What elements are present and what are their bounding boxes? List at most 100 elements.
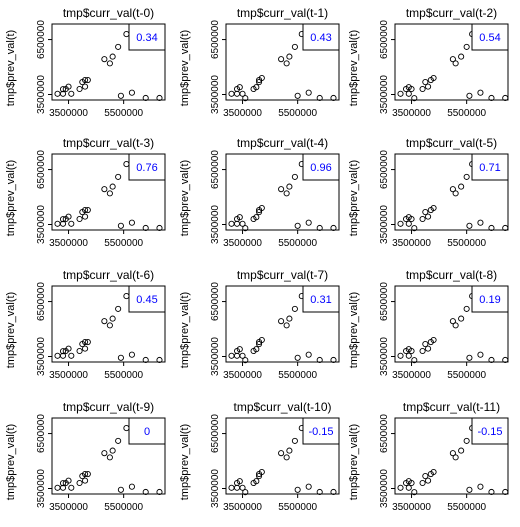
data-point <box>316 488 323 496</box>
y-axis-label: tmp$prev_val(t) <box>179 160 191 236</box>
y-tick-label: 6500000 <box>36 150 47 189</box>
data-point <box>411 489 418 496</box>
y-tick-label: 6500000 <box>379 414 390 453</box>
panel-10: tmp$curr_val(t-10) tmp$prev_val(t) 3500000… <box>179 400 340 513</box>
x-tick-label: 3500000 <box>49 502 88 513</box>
x-tick-label: 5500000 <box>104 370 143 381</box>
data-point <box>109 315 116 322</box>
panel-title: tmp$curr_val(t-11) <box>403 400 500 414</box>
data-point <box>236 214 243 221</box>
data-point <box>65 83 72 90</box>
data-point <box>54 352 61 359</box>
data-point <box>82 206 89 214</box>
data-point <box>397 90 404 97</box>
data-point <box>84 338 91 346</box>
corr-box <box>128 153 166 181</box>
data-point <box>408 479 415 487</box>
data-point <box>278 318 285 325</box>
plot-border <box>51 153 166 231</box>
y-axis-label: tmp$prev_val(t) <box>179 292 191 368</box>
data-point <box>82 213 89 220</box>
data-point <box>397 484 404 491</box>
data-point <box>59 216 67 223</box>
data-point <box>422 79 429 86</box>
data-point <box>123 293 130 300</box>
data-point <box>253 346 260 353</box>
data-point <box>330 224 337 232</box>
x-tick-label: 3500000 <box>392 502 431 513</box>
corr-box <box>302 23 340 51</box>
data-point <box>253 478 260 485</box>
panel-9: tmp$curr_val(t-9) tmp$prev_val(t) 3500000 6… <box>5 400 166 513</box>
data-point <box>84 470 91 478</box>
data-point <box>466 486 473 493</box>
data-point <box>397 220 404 227</box>
data-point <box>502 488 509 496</box>
y-tick-label: 3500000 <box>210 469 221 508</box>
data-point <box>106 190 113 197</box>
x-tick-label: 5500000 <box>104 238 143 249</box>
data-point <box>123 161 130 168</box>
data-point <box>430 468 437 476</box>
data-point <box>242 357 249 364</box>
plot-border <box>394 23 509 101</box>
y-tick-label: 6500000 <box>36 282 47 321</box>
data-point <box>65 477 72 484</box>
plot-border <box>51 285 166 363</box>
data-point <box>291 437 298 444</box>
data-point <box>502 94 509 102</box>
data-point <box>422 473 429 480</box>
panel-title: tmp$curr_val(t-0) <box>63 6 154 20</box>
data-point <box>84 76 91 84</box>
data-point <box>156 224 163 232</box>
data-point <box>101 450 108 457</box>
corr-box <box>471 417 509 445</box>
data-point <box>305 351 312 358</box>
data-point <box>59 348 67 355</box>
corr-value: -0.15 <box>308 426 333 438</box>
data-point <box>101 318 108 325</box>
data-point <box>82 345 89 352</box>
data-point <box>449 318 456 325</box>
data-point <box>256 341 263 348</box>
data-point <box>54 220 61 227</box>
data-point <box>278 450 285 457</box>
data-point <box>117 222 124 229</box>
panel-4: tmp$curr_val(t-4) tmp$prev_val(t) 3500000 6… <box>179 136 340 249</box>
data-point <box>106 322 113 329</box>
data-point <box>242 225 249 232</box>
plot-border <box>51 417 166 495</box>
data-point <box>123 425 130 432</box>
data-point <box>316 94 323 102</box>
x-tick-label: 3500000 <box>49 370 88 381</box>
data-point <box>115 437 122 444</box>
corr-box <box>302 417 340 445</box>
data-point <box>316 356 323 364</box>
corr-box <box>471 285 509 313</box>
y-tick-label: 6500000 <box>210 20 221 59</box>
data-point <box>54 484 61 491</box>
y-tick-label: 3500000 <box>210 75 221 114</box>
data-point <box>236 478 243 485</box>
corr-box <box>471 153 509 181</box>
data-point <box>278 56 285 63</box>
y-tick-label: 6500000 <box>36 414 47 453</box>
y-tick-label: 6500000 <box>379 20 390 59</box>
corr-box <box>471 23 509 51</box>
data-point <box>82 477 89 484</box>
data-point <box>228 220 235 227</box>
data-point <box>117 354 124 361</box>
data-point <box>253 84 260 91</box>
data-point <box>258 204 265 212</box>
data-point <box>253 214 260 221</box>
x-tick-label: 5500000 <box>447 370 486 381</box>
data-point <box>458 315 465 322</box>
panel-8: tmp$curr_val(t-8) tmp$prev_val(t) 3500000 6… <box>348 268 509 381</box>
data-point <box>452 60 459 67</box>
data-point <box>419 215 426 223</box>
y-axis-label: tmp$prev_val(t) <box>179 30 191 106</box>
data-point <box>142 356 149 364</box>
data-point <box>258 74 265 82</box>
data-point <box>405 484 412 491</box>
data-point <box>256 209 263 216</box>
